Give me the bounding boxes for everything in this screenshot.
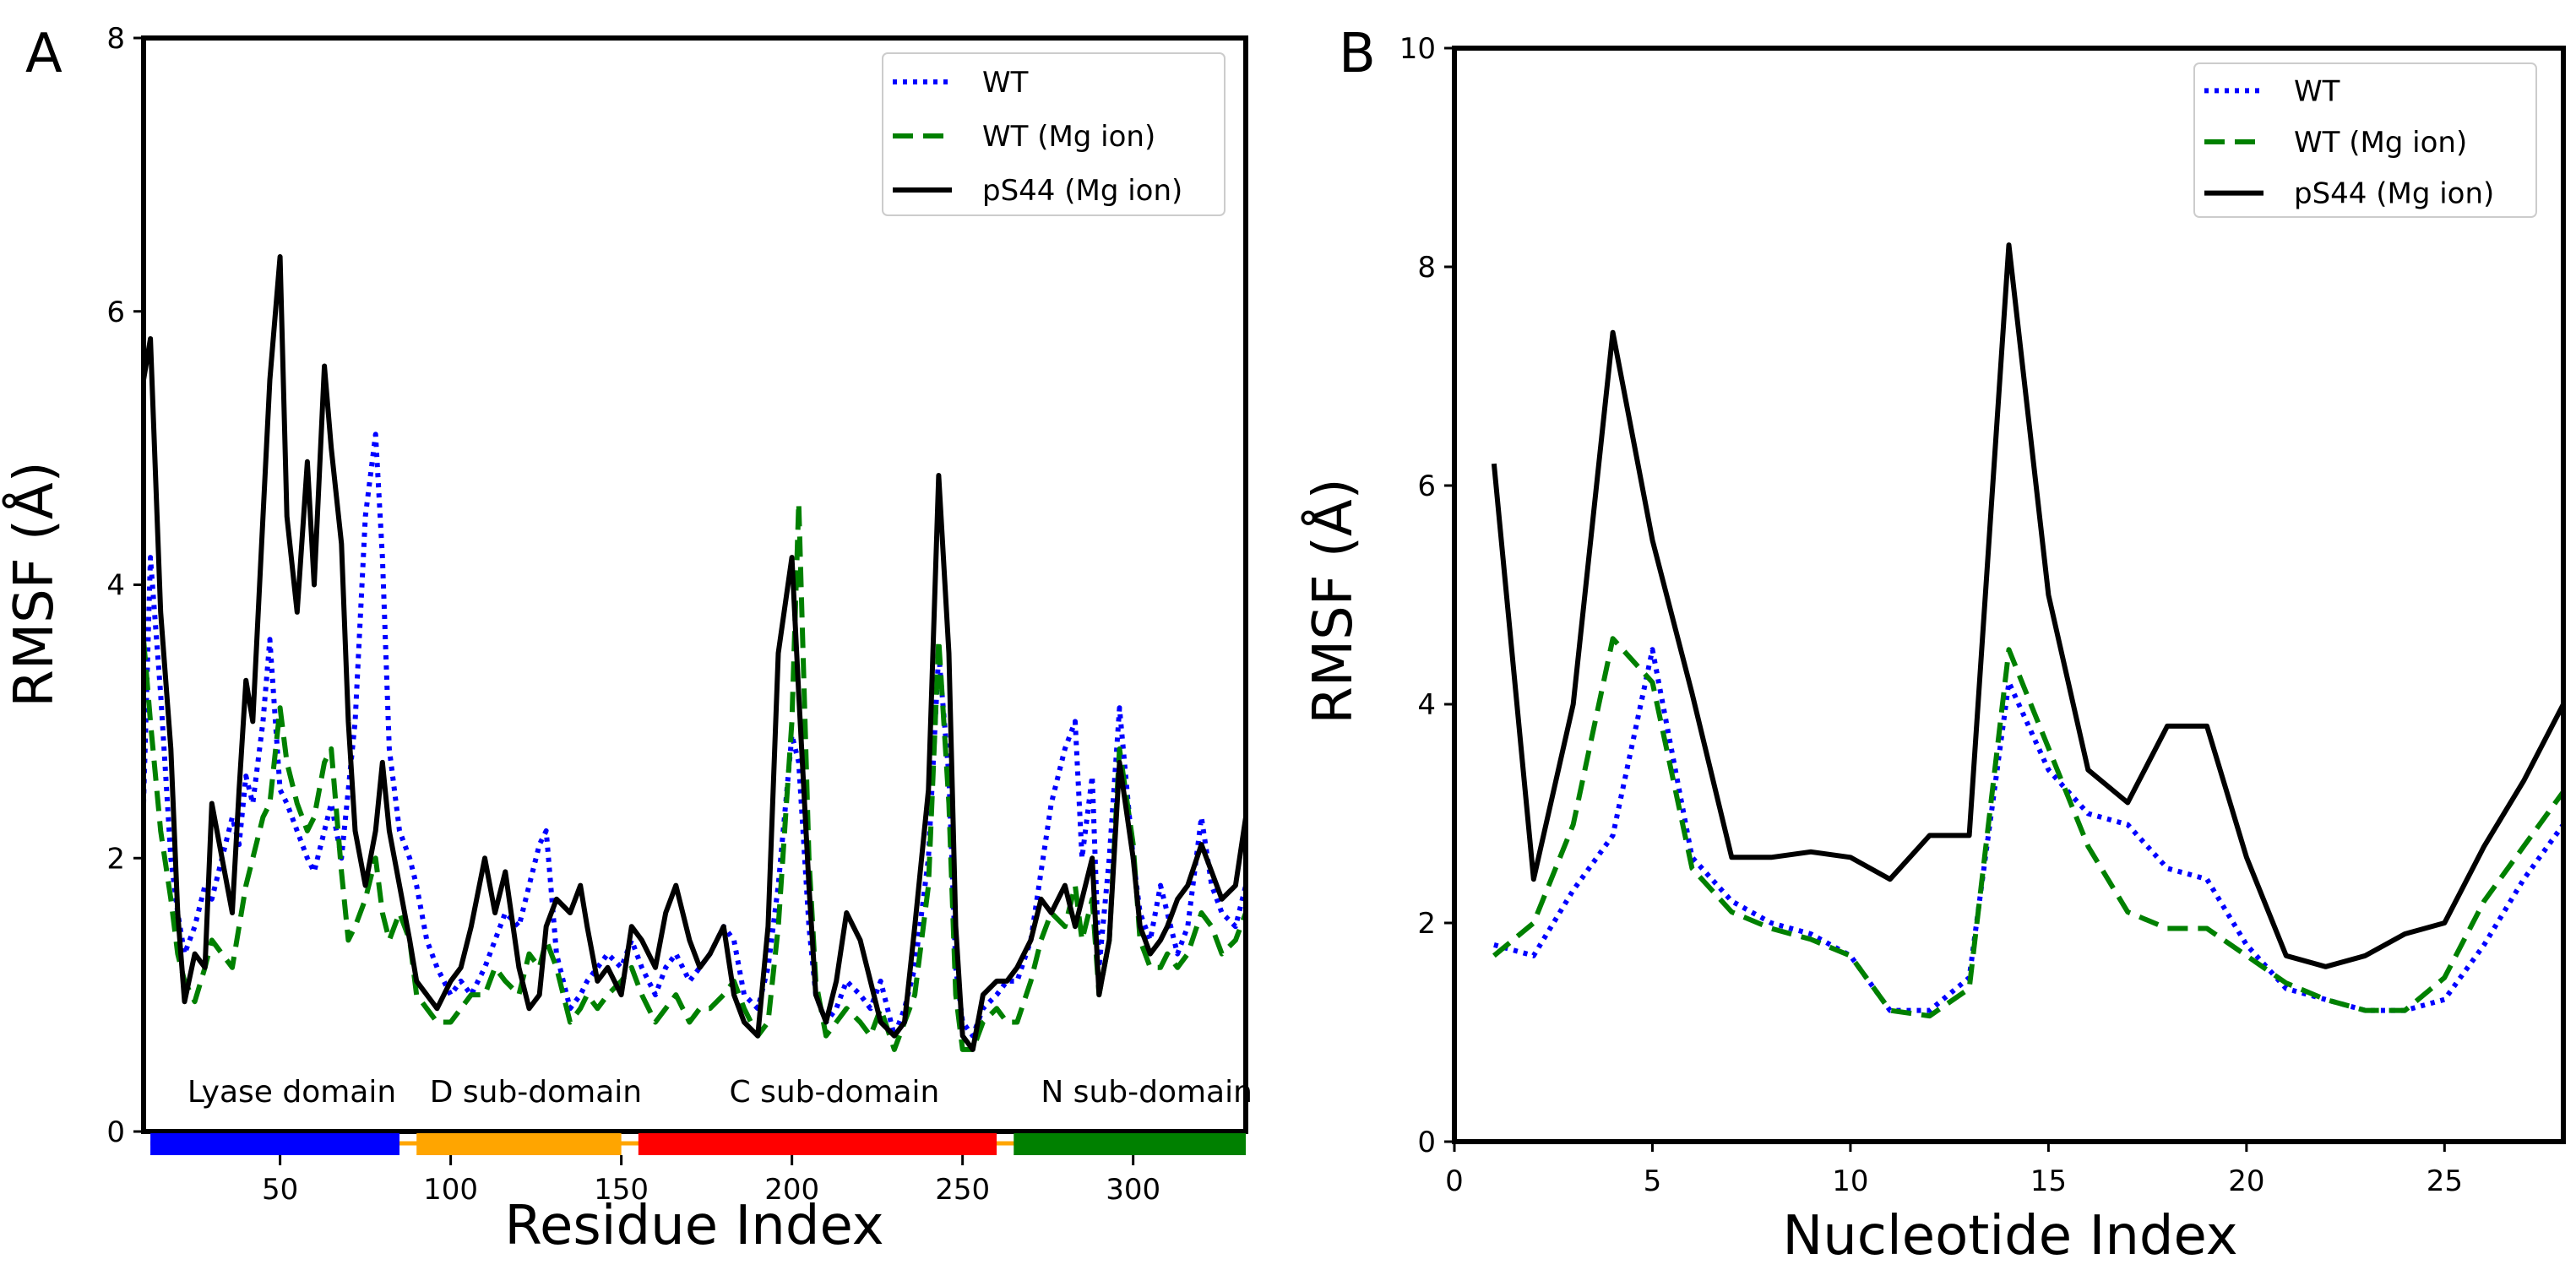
legend-label: WT (Mg ion)	[2294, 126, 2467, 160]
domain-bar	[150, 1133, 400, 1155]
panel-b-series	[1491, 242, 2563, 1019]
y-tick-label: 2	[106, 842, 125, 876]
legend-box	[882, 52, 1226, 216]
legend-label: pS44 (Mg ion)	[2294, 177, 2494, 211]
legend-label: WT	[2294, 74, 2340, 108]
series-line-ps44-mg-ion	[1491, 242, 2563, 969]
series-line-wt-mg-ion	[144, 500, 1246, 1052]
y-tick-label: 6	[1417, 469, 1436, 503]
x-tick-label: 200	[764, 1173, 819, 1207]
x-tick-label: 50	[262, 1173, 298, 1207]
y-tick-label: 10	[1399, 32, 1436, 66]
panel-a-legend: WT WT (Mg ion) pS44 (Mg ion)	[882, 52, 1226, 216]
panel-b-frame	[1452, 46, 2566, 1144]
series-line-wt	[144, 431, 1246, 1039]
series-line-wt	[1493, 647, 2563, 1013]
panel-a-domain-bars	[150, 1133, 1246, 1155]
x-tick-label: 150	[594, 1173, 649, 1207]
panel-a-letter: A	[25, 23, 62, 85]
panel-b-legend: WT WT (Mg ion) pS44 (Mg ion)	[2193, 62, 2537, 218]
legend-label: WT (Mg ion)	[982, 120, 1155, 154]
y-tick-label: 4	[1417, 688, 1436, 722]
domain-label: N sub-domain	[1041, 1075, 1253, 1110]
y-tick-label: 0	[1417, 1126, 1436, 1159]
y-tick-label: 8	[1417, 251, 1436, 285]
y-tick-label: 6	[106, 296, 125, 329]
series-line-ps44-mg-ion	[144, 254, 1246, 1052]
panel-a-y-axis-title: RMSF (Å)	[2, 461, 66, 707]
y-tick-label: 8	[106, 22, 125, 56]
x-tick-label: 25	[2427, 1164, 2463, 1198]
panel-b-letter: B	[1339, 23, 1376, 85]
panel-a: A 0 2 4 6 8 Lyase domain D sub-domain C sub-doma…	[2, 22, 1253, 1257]
x-tick-label: 300	[1106, 1173, 1160, 1207]
y-tick-label: 4	[106, 569, 125, 603]
domain-bar	[638, 1133, 997, 1155]
x-tick-label: 5	[1644, 1164, 1662, 1198]
domain-label: C sub-domain	[730, 1075, 940, 1110]
y-tick-label: 0	[106, 1115, 125, 1149]
domain-label: Lyase domain	[187, 1075, 396, 1110]
y-tick-label: 2	[1417, 907, 1436, 941]
panel-b: B 0 2 4 6 8 10 0 5 10 15 20 25 Nucleotide Index RMSF (…	[1301, 23, 2566, 1267]
panel-b-x-axis-title: Nucleotide Index	[1782, 1205, 2237, 1267]
legend-label: WT	[982, 66, 1029, 100]
x-tick-label: 250	[935, 1173, 990, 1207]
x-tick-label: 10	[1832, 1164, 1868, 1198]
domain-bar	[416, 1133, 622, 1155]
legend-box	[2193, 62, 2537, 218]
legend-label: pS44 (Mg ion)	[982, 174, 1182, 208]
panel-a-x-axis-title: Residue Index	[504, 1195, 883, 1257]
x-tick-label: 100	[423, 1173, 478, 1207]
domain-bar	[1014, 1133, 1246, 1155]
x-tick-label: 15	[2030, 1164, 2067, 1198]
x-tick-label: 20	[2228, 1164, 2264, 1198]
x-tick-label: 0	[1445, 1164, 1464, 1198]
series-line-wt-mg-ion	[1492, 636, 2563, 1019]
panel-a-series	[144, 254, 1246, 1052]
domain-label: D sub-domain	[430, 1075, 642, 1110]
panel-b-y-axis-title: RMSF (Å)	[1301, 478, 1365, 724]
